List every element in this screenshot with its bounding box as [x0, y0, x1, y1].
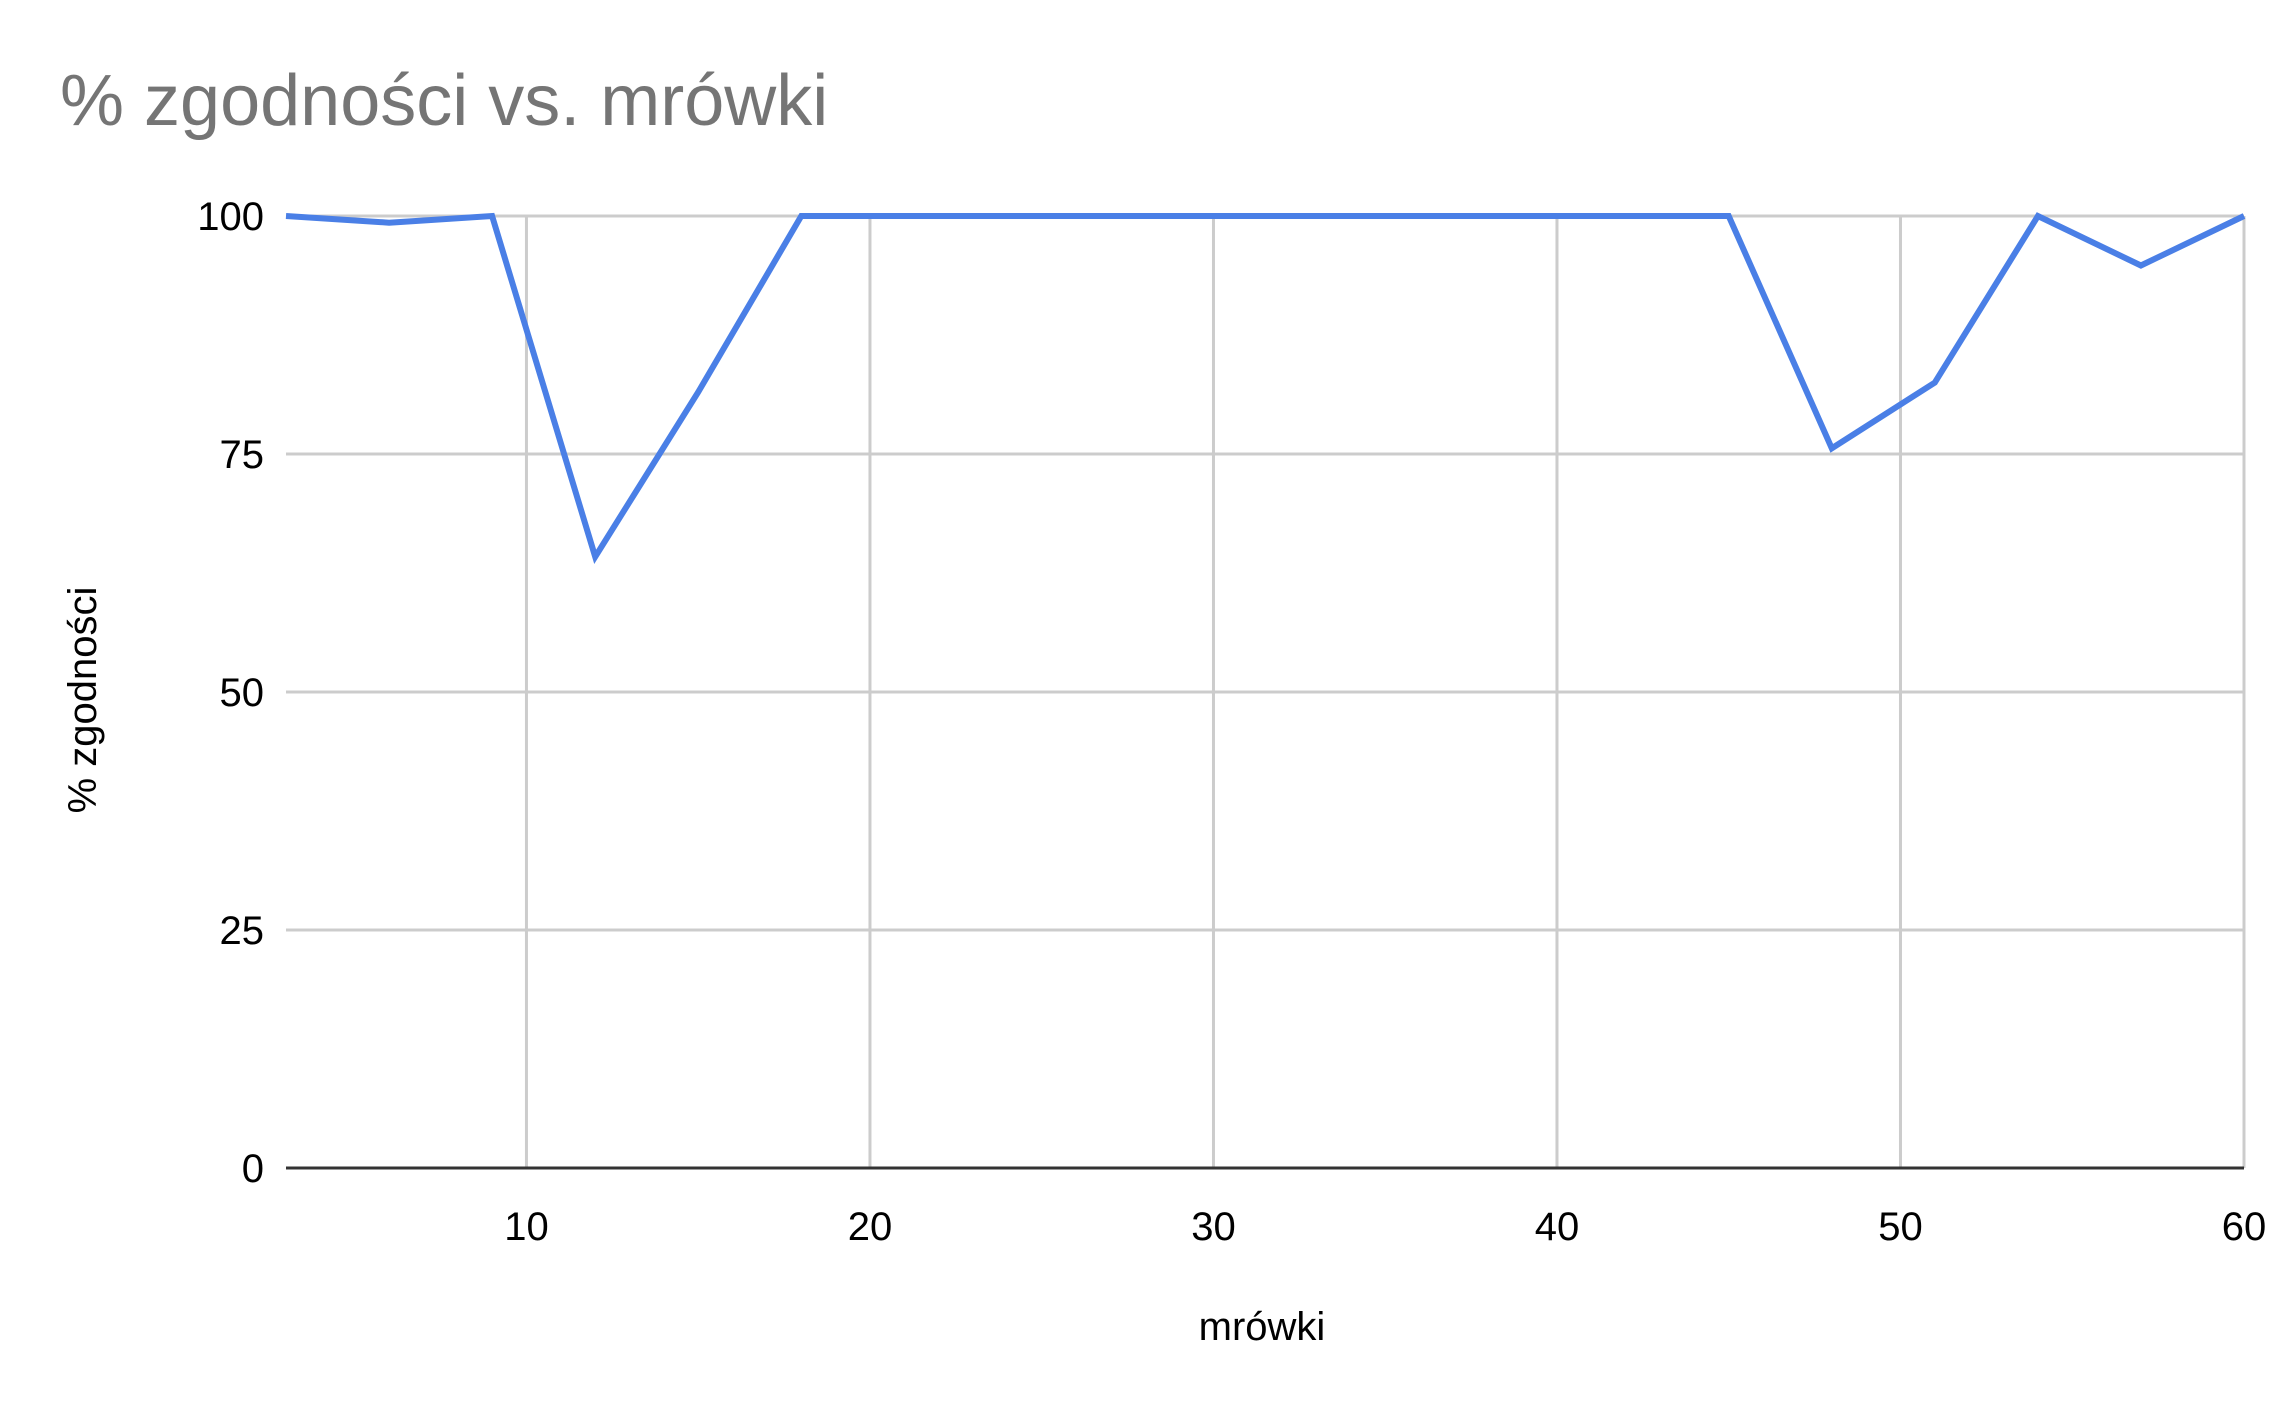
- x-axis-title: mrówki: [1199, 1305, 1326, 1349]
- y-tick-label: 75: [220, 433, 265, 477]
- x-tick-label: 10: [504, 1205, 549, 1249]
- x-tick-label: 20: [848, 1205, 893, 1249]
- x-tick-label: 40: [1535, 1205, 1580, 1249]
- series-line: [285, 212, 2246, 564]
- x-axis-ticks: 10 20 30 40 50 60: [504, 1205, 2266, 1249]
- x-tick-label: 60: [2222, 1205, 2267, 1249]
- y-tick-label: 100: [197, 195, 264, 239]
- y-tick-label: 0: [242, 1147, 264, 1191]
- series-layer: [285, 212, 2246, 564]
- grid: [286, 214, 2246, 1170]
- y-tick-label: 25: [220, 909, 265, 953]
- y-tick-label: 50: [220, 671, 265, 715]
- x-tick-label: 50: [1878, 1205, 1923, 1249]
- x-tick-label: 30: [1191, 1205, 1236, 1249]
- y-axis-ticks: 0 25 50 75 100: [197, 195, 264, 1191]
- chart-title: % zgodności vs. mrówki: [60, 61, 828, 141]
- y-axis-title: % zgodności: [61, 587, 105, 814]
